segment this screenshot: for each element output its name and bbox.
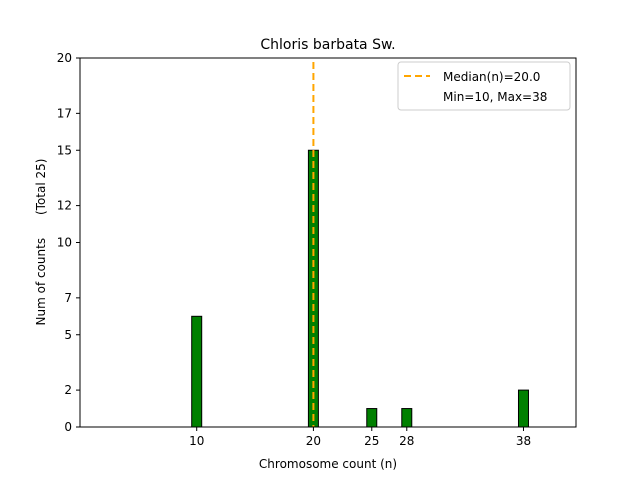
- bar-n-38: [517, 389, 529, 428]
- y-tick-label-5: 5: [64, 328, 72, 342]
- y-axis-label: Num of counts (Total 25): [34, 159, 48, 326]
- bar-n-10: [191, 315, 203, 428]
- x-tick-label-28: 28: [399, 434, 414, 448]
- y-tick-label-15: 15: [57, 143, 72, 157]
- x-tick-label-10: 10: [189, 434, 204, 448]
- x-axis-label: Chromosome count (n): [259, 457, 397, 471]
- bar-n-25: [366, 408, 378, 428]
- legend-range-label: Min=10, Max=38: [443, 90, 547, 104]
- y-tick-label-20: 20: [57, 51, 72, 65]
- y-tick-label-2: 2: [64, 383, 72, 397]
- plot-background: [80, 58, 576, 427]
- x-axis-ticks: 10 20 25 28 38: [189, 427, 531, 448]
- x-tick-label-25: 25: [364, 434, 379, 448]
- y-tick-label-7: 7: [64, 291, 72, 305]
- x-tick-label-38: 38: [516, 434, 531, 448]
- y-tick-label-12: 12: [57, 199, 72, 213]
- legend-median-label: Median(n)=20.0: [443, 70, 540, 84]
- legend: Median(n)=20.0 Min=10, Max=38: [397, 61, 571, 111]
- y-tick-label-10: 10: [57, 236, 72, 250]
- legend-box: [397, 61, 571, 111]
- x-tick-label-20: 20: [306, 434, 321, 448]
- chart-title: Chloris barbata Sw.: [260, 37, 395, 53]
- y-tick-label-0: 0: [64, 420, 72, 434]
- bar-n-28: [401, 408, 413, 428]
- y-tick-label-17: 17: [57, 106, 72, 120]
- y-axis-ticks: 0 2 5 7 10 12 15 17 20: [57, 51, 80, 434]
